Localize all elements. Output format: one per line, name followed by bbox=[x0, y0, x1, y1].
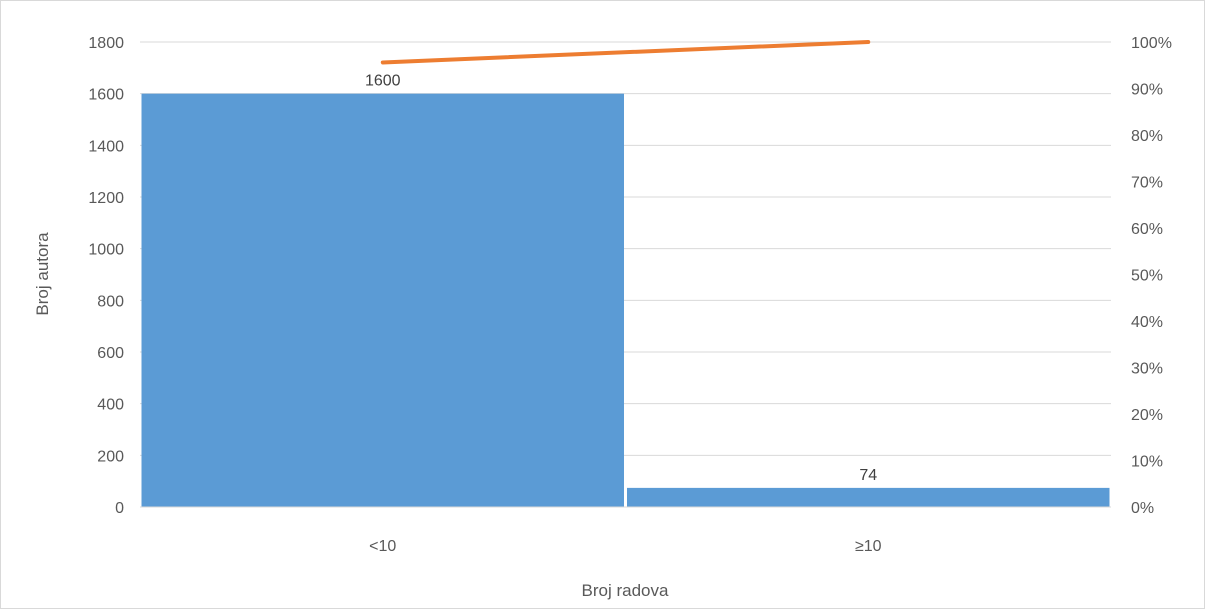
x-tick-label: <10 bbox=[369, 538, 396, 555]
cumulative-line-series bbox=[383, 42, 869, 63]
y-tick-label: 1400 bbox=[88, 138, 124, 155]
x-axis-title: Broj radova bbox=[582, 581, 669, 600]
y-tick-label: 1600 bbox=[88, 87, 124, 104]
y2-tick-label: 80% bbox=[1131, 128, 1163, 145]
y-axis-title: Broj autora bbox=[33, 232, 52, 316]
y-tick-label: 800 bbox=[97, 293, 124, 310]
cumulative-line bbox=[383, 42, 869, 62]
bar bbox=[627, 488, 1110, 507]
y-tick-label: 1800 bbox=[88, 35, 124, 52]
y2-tick-label: 0% bbox=[1131, 500, 1154, 517]
y2-tick-label: 20% bbox=[1131, 407, 1163, 424]
y2-tick-label: 40% bbox=[1131, 314, 1163, 331]
y-axis-tick-labels: 0 200 400 600 800 1000 1200 1400 1600 1800 bbox=[88, 35, 124, 517]
x-axis-tick-labels: <10 ≥10 bbox=[369, 538, 881, 555]
y-tick-label: 600 bbox=[97, 345, 124, 362]
y2-tick-label: 10% bbox=[1131, 454, 1163, 471]
y-tick-label: 400 bbox=[97, 397, 124, 414]
y2-tick-label: 90% bbox=[1131, 82, 1163, 99]
y-tick-label: 200 bbox=[97, 448, 124, 465]
x-tick-label: ≥10 bbox=[855, 538, 882, 555]
bar-data-label: 74 bbox=[859, 467, 877, 484]
y-tick-label: 0 bbox=[115, 500, 124, 517]
bar-data-label: 1600 bbox=[365, 73, 401, 90]
y2-tick-label: 100% bbox=[1131, 35, 1172, 52]
y2-tick-label: 30% bbox=[1131, 361, 1163, 378]
y2-tick-label: 70% bbox=[1131, 175, 1163, 192]
y2-axis-tick-labels: 0% 10% 20% 30% 40% 50% 60% 70% 80% 90% 100% bbox=[1131, 35, 1172, 517]
y2-tick-label: 50% bbox=[1131, 268, 1163, 285]
bar bbox=[142, 94, 625, 507]
y-tick-label: 1000 bbox=[88, 242, 124, 259]
y-tick-label: 1200 bbox=[88, 190, 124, 207]
y2-tick-label: 60% bbox=[1131, 221, 1163, 238]
